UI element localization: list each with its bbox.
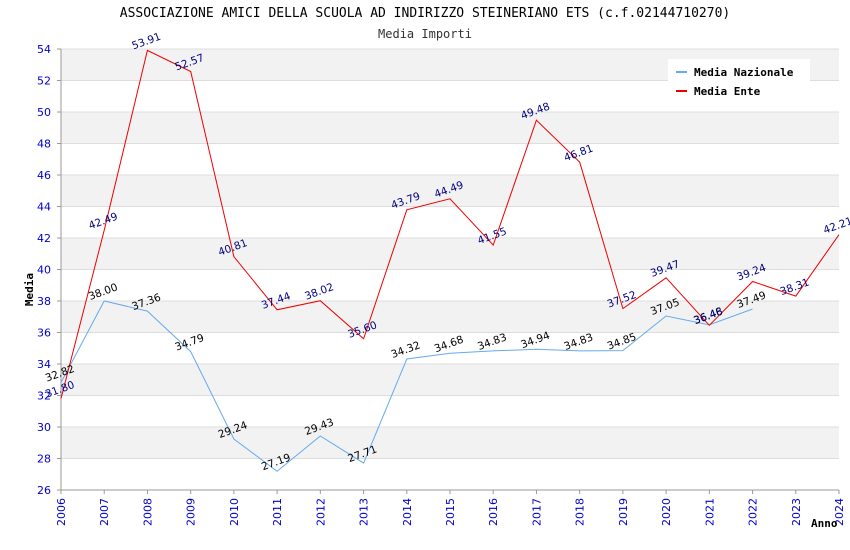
y-tick-label: 32 [37,390,51,403]
x-tick-label: 2023 [790,498,803,526]
y-axis-label: Media [23,273,36,306]
y-tick-label: 44 [37,201,51,214]
y-tick-label: 42 [37,232,51,245]
x-axis-ticks: 2006 2007 2008 2009 2010 2011 2012 2013 2014 2015… [55,490,846,526]
x-axis-label: Anno [811,517,838,530]
x-tick-label: 2021 [703,498,716,526]
plot-band [61,206,839,238]
chart-title: ASSOCIAZIONE AMICI DELLA SCUOLA AD INDIR… [119,6,731,21]
chart-subtitle: Media Importi [378,27,472,41]
x-tick-label: 2014 [401,498,414,526]
x-tick-label: 2019 [617,498,630,526]
series-line-media-nazionale [60,300,753,472]
plot-band [61,427,839,459]
x-tick-label: 2012 [314,498,327,526]
y-tick-label: 46 [37,169,51,182]
x-tick-label: 2009 [185,498,198,526]
y-tick-label: 52 [37,75,51,88]
series-line-media-ente [60,49,840,399]
x-tick-label: 2018 [574,498,587,526]
plot-band [61,175,839,207]
plot-background [61,49,839,490]
plot-band [61,269,839,301]
plot-band [61,458,839,490]
series-lines [60,49,840,472]
x-tick-label: 2010 [228,498,241,526]
legend-box [668,59,810,101]
y-tick-label: 54 [37,43,51,56]
y-axis-ticks: 26 28 30 32 34 36 38 40 42 44 46 48 50 52 54 [37,43,61,497]
x-tick-label: 2007 [98,498,111,526]
y-tick-label: 34 [37,358,51,371]
legend: Media Nazionale Media Ente [668,59,810,101]
plot-band [61,301,839,333]
x-tick-label: 2008 [141,498,154,526]
y-tick-label: 26 [37,484,51,497]
x-tick-label: 2016 [487,498,500,526]
x-tick-label: 2011 [271,498,284,526]
x-tick-label: 2022 [747,498,760,526]
y-tick-label: 28 [37,453,51,466]
plot-band [61,395,839,427]
y-tick-label: 38 [37,295,51,308]
x-tick-label: 2020 [660,498,673,526]
plot-band [61,332,839,364]
y-tick-label: 30 [37,421,51,434]
x-tick-label: 2024 [833,498,846,526]
plot-band [61,238,839,270]
x-tick-label: 2017 [530,498,543,526]
x-tick-label: 2013 [358,498,371,526]
y-tick-label: 50 [37,106,51,119]
legend-entry: Media Nazionale [694,66,794,79]
legend-entry: Media Ente [694,85,761,98]
y-tick-label: 36 [37,327,51,340]
y-tick-label: 48 [37,138,51,151]
x-tick-label: 2006 [55,498,68,526]
plot-band [61,143,839,175]
plot-band [61,112,839,144]
y-tick-label: 40 [37,264,51,277]
plot-band [61,364,839,396]
x-tick-label: 2015 [444,498,457,526]
